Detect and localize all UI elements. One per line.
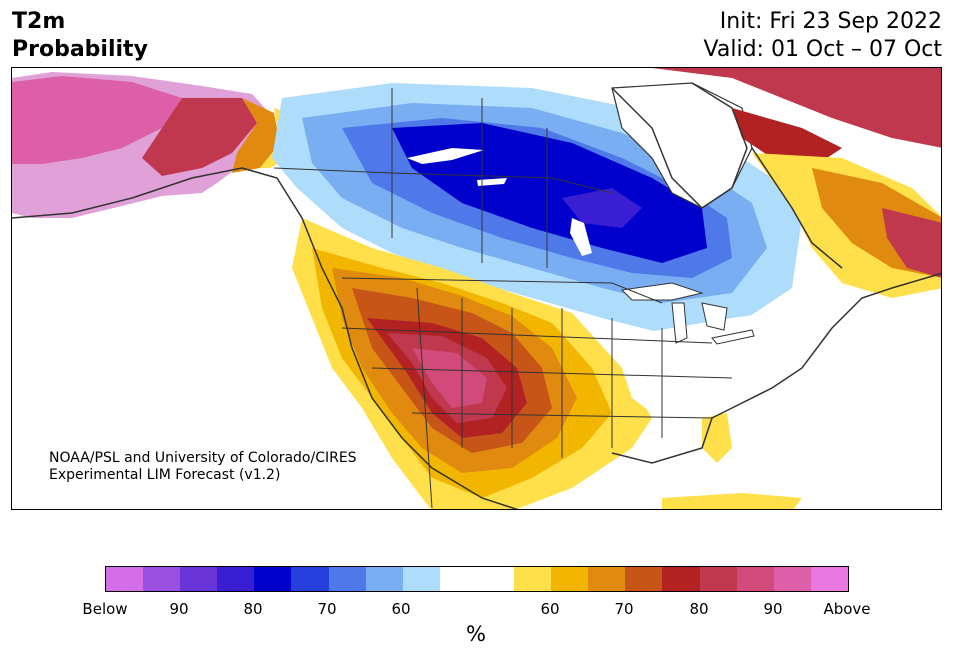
valid-range: Valid: 01 Oct – 07 Oct — [703, 37, 942, 62]
alaska-orange-band — [232, 98, 280, 173]
lake-huron — [701, 302, 728, 331]
political-borders — [273, 88, 733, 509]
colorbar-label-below: Below — [82, 600, 128, 618]
title-subtitle: Probability — [12, 37, 148, 62]
colorbar-unit: % — [466, 622, 486, 646]
colorbar-cell — [180, 567, 218, 591]
eastcanada-red — [882, 208, 941, 278]
credit-line-1: NOAA/PSL and University of Colorado/CIRE… — [49, 450, 357, 466]
colorbar-cell — [514, 567, 552, 591]
colorbar-cell — [217, 567, 255, 591]
colorbar-cell — [476, 567, 515, 591]
coastlines — [12, 82, 941, 509]
canada-violet-core — [562, 188, 642, 228]
title-variable: T2m — [12, 9, 66, 34]
probability-colorbar — [105, 566, 849, 592]
great-slave-lake — [407, 148, 484, 164]
forecast-dates: Init: Fri 23 Sep 2022 Valid: 01 Oct – 07… — [704, 8, 942, 64]
colorbar-label-above-70: 70 — [614, 600, 634, 618]
colorbar-cell — [365, 567, 403, 591]
colorbar-label-above-60: 60 — [540, 600, 560, 618]
colorbar-cell — [106, 567, 144, 591]
lake-winnipeg — [570, 218, 592, 256]
map-canvas — [12, 68, 941, 509]
colorbar-cell — [143, 567, 181, 591]
colorbar-cell — [773, 567, 811, 591]
west-pink-core — [412, 348, 487, 408]
colorbar-label-below-80: 80 — [243, 600, 263, 618]
alaska-red-band — [142, 98, 257, 176]
lake-athabasca — [477, 178, 507, 186]
colorbar-cell — [551, 567, 589, 591]
init-date: Init: Fri 23 Sep 2022 — [719, 9, 942, 34]
colorbar-cell — [736, 567, 774, 591]
lake-erie — [711, 329, 755, 345]
florida-yellow — [702, 413, 732, 463]
colorbar-cell — [291, 567, 329, 591]
credit-line-2: Experimental LIM Forecast (v1.2) — [49, 467, 281, 483]
lake-michigan — [671, 302, 688, 344]
colorbar-label-below-60: 60 — [391, 600, 411, 618]
colorbar-cell — [588, 567, 626, 591]
colorbar-cell — [254, 567, 292, 591]
colorbar-label-below-90: 90 — [169, 600, 189, 618]
colorbar-label-above: Above — [823, 600, 871, 618]
colorbar-cell — [810, 567, 848, 591]
colorbar-label-above-90: 90 — [763, 600, 783, 618]
caribbean-yellow — [662, 493, 802, 509]
alaska-magenta-core — [12, 76, 182, 164]
colorbar-cell — [328, 567, 366, 591]
lake-superior — [620, 282, 704, 301]
canada-deep-blue — [392, 123, 707, 263]
colorbar-cell — [699, 567, 737, 591]
forecast-map — [11, 67, 942, 510]
colorbar-cell — [439, 567, 477, 591]
greenland-red-band — [732, 108, 842, 168]
credit-text: NOAA/PSL and University of Colorado/CIRE… — [49, 450, 357, 484]
colorbar-label-above-80: 80 — [689, 600, 709, 618]
greenland-warm — [652, 68, 941, 148]
map-title: T2m Probability — [12, 8, 148, 64]
colorbar-cell — [402, 567, 440, 591]
colorbar-label-below-70: 70 — [317, 600, 337, 618]
colorbar-cell — [662, 567, 700, 591]
colorbar-cell — [625, 567, 663, 591]
